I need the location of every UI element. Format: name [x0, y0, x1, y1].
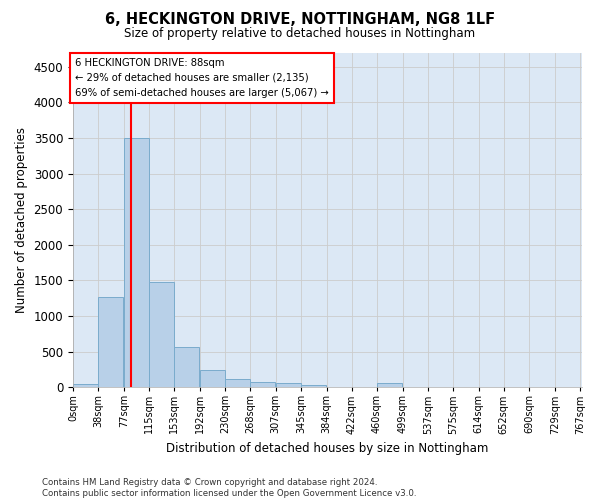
Bar: [250, 382, 275, 387]
Bar: [301, 384, 326, 387]
Bar: [124, 138, 149, 387]
Text: 6, HECKINGTON DRIVE, NOTTINGHAM, NG8 1LF: 6, HECKINGTON DRIVE, NOTTINGHAM, NG8 1LF: [105, 12, 495, 28]
Y-axis label: Number of detached properties: Number of detached properties: [15, 127, 28, 313]
Bar: [200, 370, 224, 387]
Text: Size of property relative to detached houses in Nottingham: Size of property relative to detached ho…: [124, 28, 476, 40]
Bar: [174, 346, 199, 387]
Bar: [225, 379, 250, 387]
Bar: [98, 297, 123, 387]
Bar: [276, 384, 301, 387]
Bar: [73, 384, 98, 387]
Bar: [149, 282, 174, 387]
X-axis label: Distribution of detached houses by size in Nottingham: Distribution of detached houses by size …: [166, 442, 488, 455]
Bar: [377, 384, 402, 387]
Text: 6 HECKINGTON DRIVE: 88sqm
← 29% of detached houses are smaller (2,135)
69% of se: 6 HECKINGTON DRIVE: 88sqm ← 29% of detac…: [75, 58, 329, 98]
Text: Contains HM Land Registry data © Crown copyright and database right 2024.
Contai: Contains HM Land Registry data © Crown c…: [42, 478, 416, 498]
